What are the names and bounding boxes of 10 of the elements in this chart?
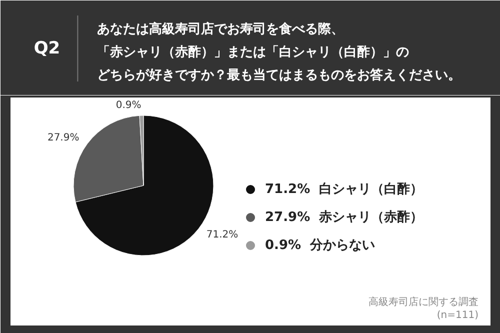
data-label: 0.9% <box>116 100 142 112</box>
legend-label: 0.9% 分からない <box>265 237 376 254</box>
text: 高級寿司店に関する調査 <box>368 296 478 308</box>
legend-label: 71.2% 白シャリ（白酢） <box>265 181 424 198</box>
text: (n=111) <box>436 310 479 321</box>
chart-subtitle: あなたは高級寿司店でお寿司を食べる際、「赤シャリ（赤酢）」または「白シャリ（白酢）」のどちらが好きですか？最も当てはまるものをお答えください。 <box>96 21 461 83</box>
legend-label: 27.9% 赤シャリ（赤酢） <box>265 209 424 226</box>
data-label: 71.2% <box>206 229 238 240</box>
chart-title: Q2 <box>34 38 60 58</box>
data-label: 27.9% <box>47 132 80 144</box>
